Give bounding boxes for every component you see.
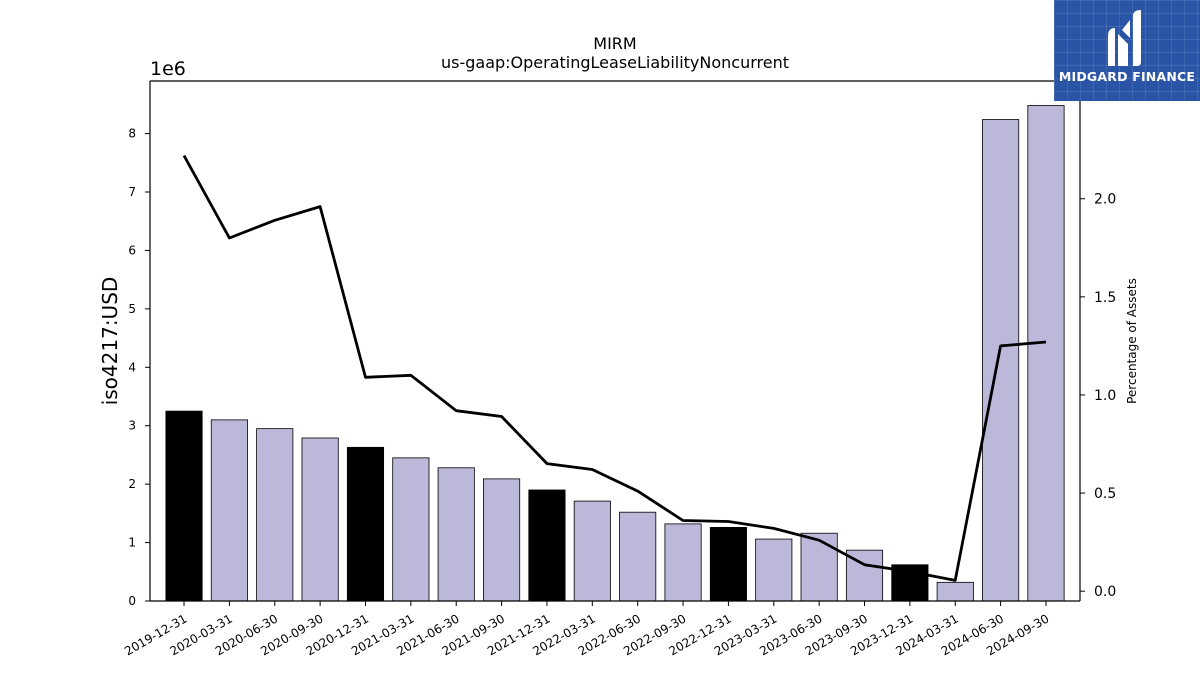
y-multiplier-label: 1e6 bbox=[150, 58, 186, 80]
y-tick-label: 7 bbox=[128, 185, 136, 199]
percentage-series-line bbox=[182, 154, 1047, 582]
y-tick-label: 1 bbox=[128, 536, 136, 550]
bar-2022-03-31 bbox=[573, 500, 611, 602]
y-axis-label: iso4217:USD bbox=[98, 277, 122, 406]
bar-2021-12-31 bbox=[528, 489, 566, 602]
y-tick-label: 3 bbox=[128, 419, 136, 433]
bar-2024-06-30 bbox=[982, 119, 1020, 602]
bar-2021-06-30 bbox=[437, 467, 475, 602]
bar-2020-09-30 bbox=[301, 437, 339, 602]
bar-2020-06-30 bbox=[256, 428, 294, 602]
bar-2023-03-31 bbox=[755, 538, 793, 602]
y-tick-label: 6 bbox=[128, 243, 136, 257]
bars bbox=[165, 105, 1065, 602]
logo-mark-icon bbox=[1108, 10, 1141, 66]
bar-2022-09-30 bbox=[664, 523, 702, 602]
y-tick-label: 2 bbox=[128, 477, 136, 491]
y2-tick-label: 1.0 bbox=[1094, 388, 1116, 404]
bar-2021-03-31 bbox=[392, 457, 430, 602]
y-tick-label: 8 bbox=[128, 127, 136, 141]
y2-tick-label: 0.5 bbox=[1094, 486, 1116, 502]
bar-2020-03-31 bbox=[210, 419, 248, 602]
logo-text: MIDGARD FINANCE bbox=[1058, 69, 1196, 84]
y2-tick-label: 0.0 bbox=[1094, 584, 1116, 600]
midgard-finance-logo: MIDGARD FINANCE bbox=[1054, 0, 1200, 101]
chart-subtitle: us-gaap:OperatingLeaseLiabilityNoncurren… bbox=[441, 53, 789, 72]
bar-2019-12-31 bbox=[165, 410, 203, 602]
y-tick-label: 4 bbox=[128, 360, 136, 374]
bar-2020-12-31 bbox=[346, 446, 385, 602]
bar-2022-06-30 bbox=[619, 511, 657, 602]
bar-2023-06-30 bbox=[800, 532, 838, 602]
y2-tick-label: 2.0 bbox=[1094, 192, 1116, 208]
percentage-line bbox=[182, 154, 1047, 582]
bar-2024-09-30 bbox=[1027, 105, 1065, 602]
y-tick-label: 5 bbox=[128, 302, 136, 316]
y2-tick-label: 1.5 bbox=[1094, 290, 1116, 306]
y2-axis-label: Percentage of Assets bbox=[1125, 278, 1139, 404]
bar-2022-12-31 bbox=[709, 526, 747, 602]
bar-2021-09-30 bbox=[483, 478, 521, 602]
chart-title: MIRM bbox=[593, 34, 636, 53]
y-tick-label: 0 bbox=[128, 594, 136, 608]
bar-2024-03-31 bbox=[936, 581, 974, 602]
